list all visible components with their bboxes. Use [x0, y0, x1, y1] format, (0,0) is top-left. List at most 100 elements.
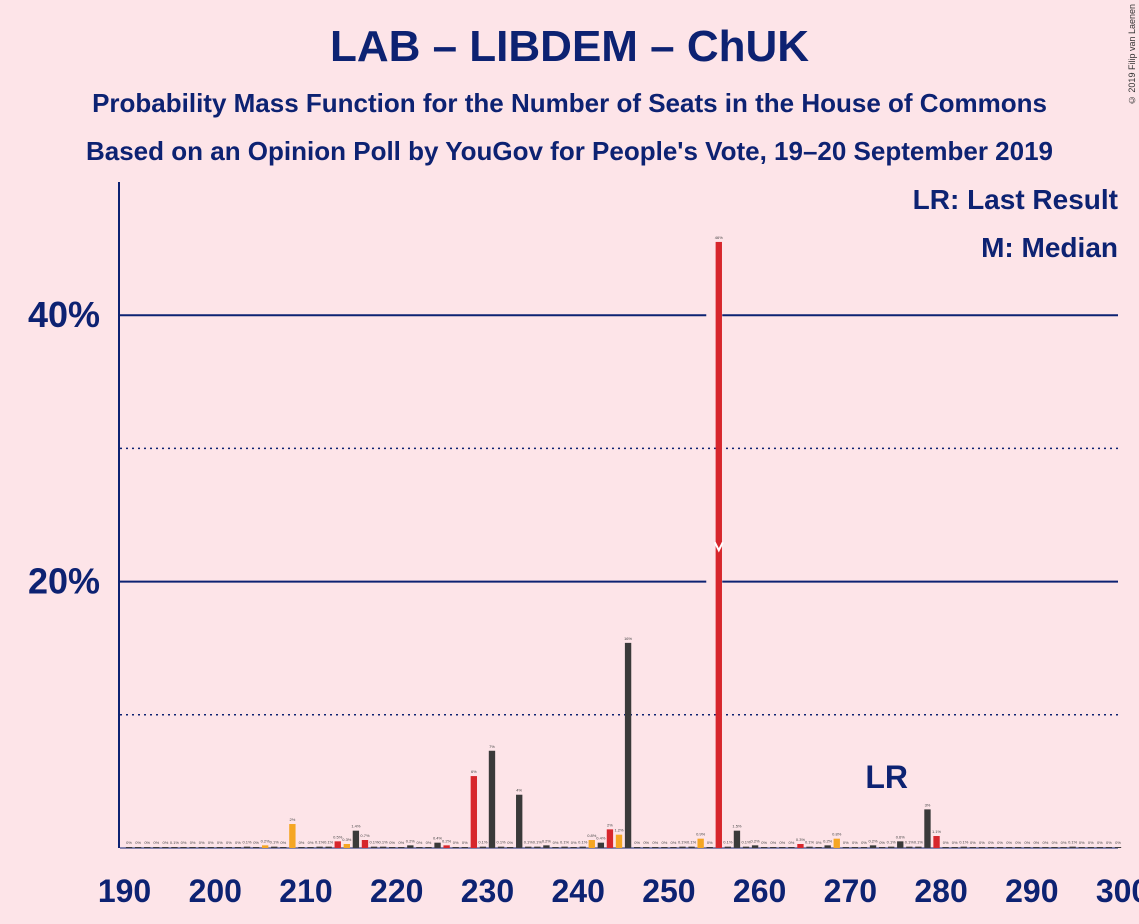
bar-label: 0.1% [533, 840, 543, 845]
x-tick-label: 260 [733, 873, 786, 909]
bar-seat-220 [389, 847, 396, 848]
bar-label: 1.5% [732, 824, 742, 829]
bar-seat-205 [252, 847, 260, 848]
x-tick-label: 270 [824, 873, 877, 909]
bar-seat-254 [697, 838, 704, 848]
bar-seat-240 [570, 847, 577, 848]
bar-label: 0.2% [261, 838, 271, 843]
bar-label: 0.2% [868, 838, 878, 843]
bar-seat-270 [842, 847, 849, 848]
bar-label: 0.1% [741, 840, 751, 845]
bar-label: 0.4% [433, 836, 443, 841]
bar-label: 0% [997, 840, 1003, 845]
x-tick-label: 300 [1096, 873, 1139, 909]
bar-seat-216 [352, 830, 360, 848]
bar-seat-257 [724, 846, 732, 848]
bar-seat-249 [652, 847, 659, 848]
bar-seat-237 [543, 845, 550, 848]
bar-seat-267 [815, 847, 822, 848]
bar-label: 1.1% [932, 829, 942, 834]
bar-seat-193 [144, 847, 151, 848]
bar-label: 0% [226, 840, 232, 845]
bar-label: 0% [788, 840, 794, 845]
bar-seat-269 [833, 838, 840, 848]
bar-seat-243 [597, 842, 605, 848]
bar-seat-275 [888, 846, 895, 848]
bar-label: 0% [389, 840, 395, 845]
bar-label: 0% [1088, 840, 1094, 845]
bar-seat-251 [670, 847, 677, 848]
bar-seat-195 [162, 847, 169, 848]
bar-seat-202 [225, 847, 233, 848]
bar-label: 0% [1079, 840, 1085, 845]
x-tick-label: 200 [189, 873, 242, 909]
bar-label: 0% [417, 840, 423, 845]
x-tick-label: 240 [551, 873, 604, 909]
bar-label: 0.1% [170, 840, 180, 845]
bar-seat-273 [869, 845, 877, 848]
bar-label: 0.2% [406, 838, 416, 843]
bar-seat-226 [443, 845, 450, 848]
bar-seat-242 [588, 840, 595, 848]
bar-label: 0.1% [914, 840, 924, 845]
bar-seat-208 [280, 847, 287, 848]
bar-seat-260 [751, 845, 759, 848]
bar-seat-266 [806, 846, 813, 848]
bar-label: 0.1% [959, 840, 969, 845]
bar-label: 0.1% [905, 840, 915, 845]
x-tick-label: 290 [1005, 873, 1058, 909]
bar-label: 0% [1043, 840, 1049, 845]
legend-last-result: LR: Last Result [912, 184, 1118, 215]
bar-label: 7% [489, 744, 495, 749]
bar-label: 0% [553, 840, 559, 845]
bar-label: 16% [624, 636, 632, 641]
bar-seat-280 [933, 836, 940, 848]
bar-seat-285 [978, 847, 986, 848]
x-tick-label: 220 [370, 873, 423, 909]
bar-seat-252 [679, 846, 686, 848]
bar-seat-262 [770, 847, 777, 848]
bar-seat-218 [370, 846, 378, 848]
bar-label: 0% [779, 840, 785, 845]
bar-seat-255 [706, 847, 713, 848]
bar-seat-278 [915, 846, 922, 848]
bar-seat-289 [1015, 847, 1022, 848]
bar-seat-300 [1114, 847, 1122, 848]
bar-seat-192 [134, 847, 142, 848]
bar-label: 0.2% [823, 838, 833, 843]
bar-seat-203 [234, 847, 242, 848]
bar-seat-292 [1042, 847, 1049, 848]
bar-seat-250 [661, 847, 668, 848]
bar-seat-211 [307, 847, 314, 848]
bar-seat-234 [516, 794, 523, 848]
bar-seat-281 [942, 847, 949, 848]
chart-title: LAB – LIBDEM – ChUK [329, 22, 810, 71]
bar-seat-274 [878, 847, 886, 848]
bar-label: 0% [661, 840, 667, 845]
bar-label: 0% [235, 840, 241, 845]
bar-label: 0% [943, 840, 949, 845]
bar-label: 0% [879, 840, 885, 845]
bar-label: 0% [1024, 840, 1030, 845]
bar-label: 0% [1006, 840, 1012, 845]
bar-seat-225 [434, 842, 441, 848]
bar-label: 0.1% [723, 840, 733, 845]
bar-label: 0% [671, 840, 677, 845]
bar-label: 0% [707, 840, 713, 845]
bar-label: 2% [607, 822, 613, 827]
bar-label: 0.1% [805, 840, 815, 845]
median-marker [713, 541, 724, 553]
bar-label: 0.1% [242, 840, 252, 845]
bar-seat-239 [561, 846, 568, 848]
bar-seat-197 [180, 847, 187, 848]
bar-label: 0% [453, 840, 459, 845]
bar-seat-253 [688, 846, 695, 848]
x-tick-label: 250 [642, 873, 695, 909]
bar-label: 0.2% [442, 838, 452, 843]
bar-seat-204 [243, 846, 251, 848]
bar-seat-258 [733, 830, 741, 848]
bar-seat-284 [969, 847, 977, 848]
bar-label: 4% [516, 788, 522, 793]
bar-seat-272 [860, 847, 868, 848]
bar-seat-207 [271, 846, 278, 848]
